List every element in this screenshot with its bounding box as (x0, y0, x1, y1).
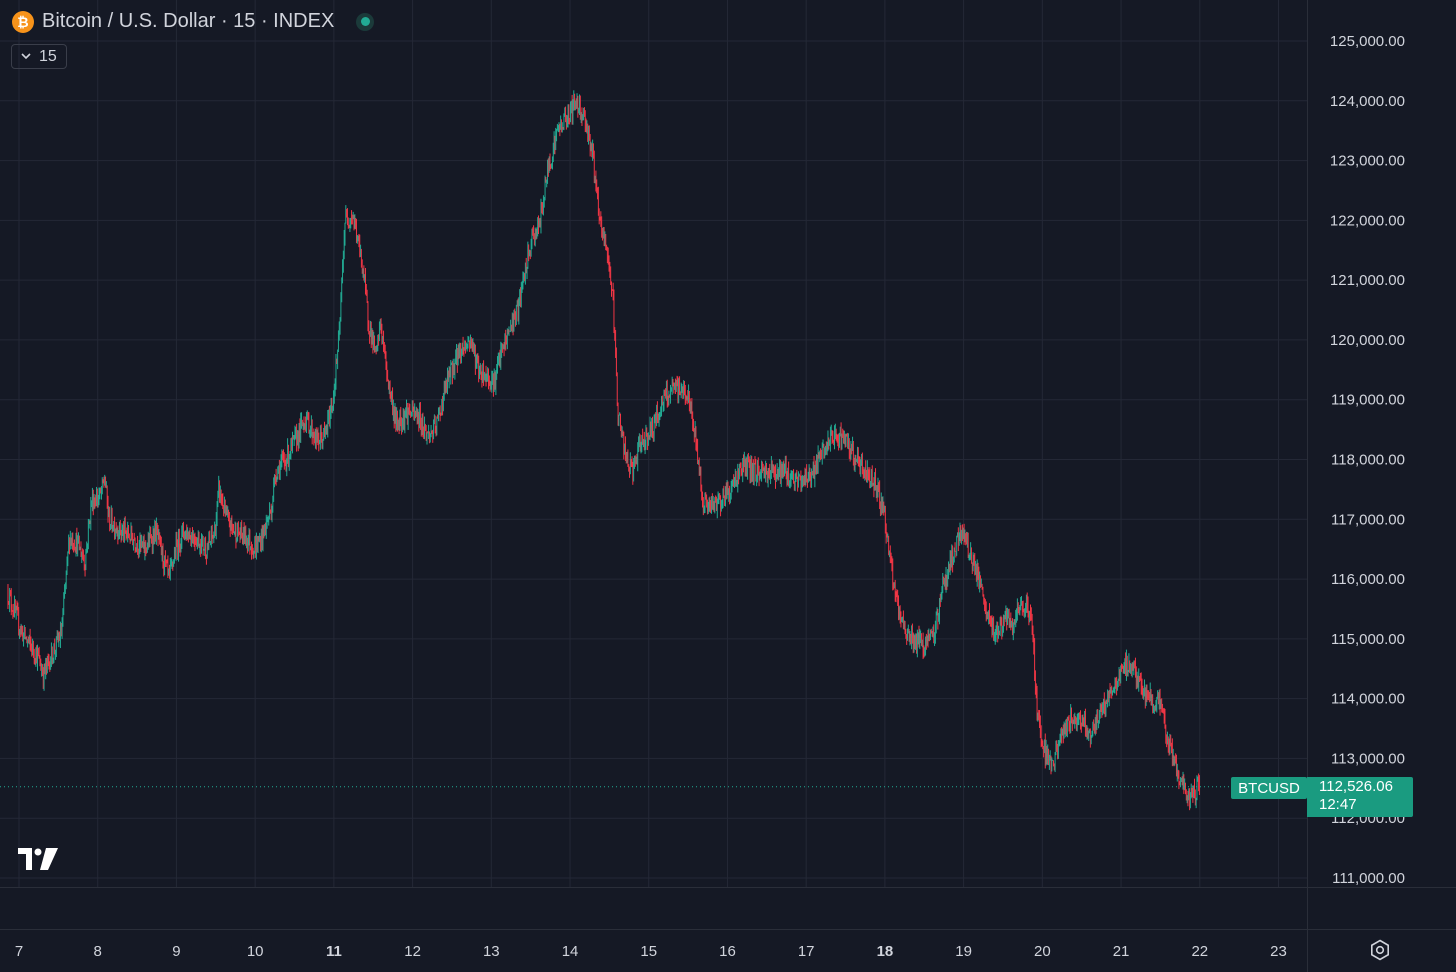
price-tick-label: 122,000.00 (1330, 212, 1405, 229)
time-tick-label: 16 (719, 943, 736, 960)
time-tick-label: 11 (326, 943, 342, 960)
time-tick-label: 17 (798, 943, 815, 960)
tradingview-logo-icon[interactable] (18, 848, 58, 876)
candlesticks (0, 90, 1231, 811)
price-tick-label: 113,000.00 (1331, 750, 1405, 767)
time-tick-label: 22 (1191, 943, 1208, 960)
chevron-down-icon (21, 53, 31, 60)
price-tick-label: 115,000.00 (1331, 631, 1405, 648)
price-tick-label: 118,000.00 (1331, 452, 1405, 469)
time-tick-label: 8 (94, 943, 102, 960)
chart-title: Bitcoin / U.S. Dollar · 15 · INDEX (42, 10, 335, 32)
settings-gear-icon[interactable] (1368, 938, 1392, 962)
interval-value: 15 (39, 47, 57, 65)
bitcoin-icon: ₿ (12, 10, 34, 33)
price-tick-label: 117,000.00 (1331, 511, 1405, 528)
price-tick-label: 124,000.00 (1330, 93, 1405, 110)
time-tick-label: 23 (1270, 943, 1287, 960)
time-tick-label: 10 (247, 943, 264, 960)
bar-countdown: 12:47 (1319, 796, 1357, 813)
price-tick-label: 123,000.00 (1330, 153, 1405, 170)
interval-selector[interactable]: 15 (11, 44, 67, 69)
time-tick-label: 13 (483, 943, 500, 960)
price-tick-label: 116,000.00 (1331, 571, 1405, 588)
time-tick-label: 18 (877, 943, 894, 960)
last-price-label: 112,526.06 12:47 (1307, 777, 1413, 817)
market-status-dot-icon[interactable] (356, 12, 375, 31)
time-tick-label: 7 (15, 943, 23, 960)
time-tick-label: 15 (640, 943, 657, 960)
time-tick-label: 14 (562, 943, 579, 960)
symbol-label: BTCUSD (1231, 777, 1307, 799)
price-tick-label: 119,000.00 (1331, 392, 1405, 409)
time-tick-label: 19 (955, 943, 972, 960)
time-tick-label: 20 (1034, 943, 1051, 960)
time-tick-label: 21 (1113, 943, 1130, 960)
time-tick-label: 12 (404, 943, 421, 960)
chart-header: ₿ Bitcoin / U.S. Dollar · 15 · INDEX (12, 10, 375, 33)
price-tick-label: 114,000.00 (1331, 691, 1405, 708)
price-axis: 125,000.00 124,000.00 123,000.00 122,000.00… (1330, 33, 1405, 887)
price-tick-label: 120,000.00 (1330, 332, 1405, 349)
price-tick-label: 121,000.00 (1330, 272, 1405, 289)
time-axis: 7 8 9 10 11 12 13 14 15 16 17 18 19 20 21 22 23 (15, 943, 1287, 960)
price-tick-label: 111,000.00 (1332, 870, 1405, 887)
last-price-value: 112,526.06 (1319, 778, 1393, 795)
time-tick-label: 9 (172, 943, 180, 960)
price-tick-label: 125,000.00 (1330, 33, 1405, 50)
